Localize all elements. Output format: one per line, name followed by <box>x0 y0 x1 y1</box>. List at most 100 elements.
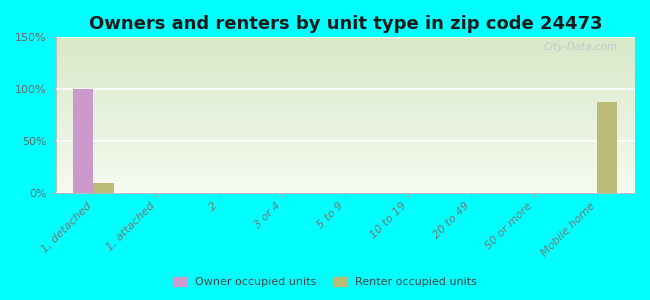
Bar <box>56 109 635 110</box>
Bar <box>56 177 635 178</box>
Bar <box>56 115 635 116</box>
Bar <box>56 105 635 106</box>
Bar <box>56 140 635 141</box>
Bar <box>56 113 635 114</box>
Bar <box>56 82 635 83</box>
Bar <box>56 166 635 167</box>
Bar <box>56 49 635 50</box>
Bar <box>56 151 635 152</box>
Bar <box>56 68 635 70</box>
Bar <box>56 81 635 82</box>
Bar <box>56 123 635 124</box>
Bar <box>56 163 635 164</box>
Bar <box>56 159 635 160</box>
Bar <box>56 101 635 102</box>
Bar <box>56 160 635 161</box>
Bar <box>56 129 635 130</box>
Bar <box>56 76 635 77</box>
Bar <box>56 117 635 119</box>
Bar <box>56 59 635 60</box>
Bar <box>56 97 635 98</box>
Bar <box>56 84 635 85</box>
Bar <box>56 183 635 184</box>
Bar <box>56 107 635 108</box>
Bar <box>56 142 635 143</box>
Bar <box>56 164 635 165</box>
Bar <box>56 156 635 157</box>
Bar <box>56 96 635 97</box>
Bar <box>56 131 635 132</box>
Bar <box>56 148 635 150</box>
Bar <box>56 65 635 67</box>
Bar <box>56 150 635 151</box>
Bar <box>56 121 635 122</box>
Bar <box>56 130 635 131</box>
Bar <box>56 122 635 123</box>
Bar <box>56 181 635 182</box>
Bar <box>56 116 635 117</box>
Bar <box>56 135 635 136</box>
Bar <box>56 189 635 190</box>
Bar <box>56 41 635 43</box>
Bar <box>56 180 635 181</box>
Bar <box>56 92 635 94</box>
Bar <box>56 75 635 76</box>
Bar <box>56 67 635 68</box>
Bar <box>56 56 635 57</box>
Bar <box>56 55 635 56</box>
Bar <box>56 186 635 187</box>
Bar <box>56 102 635 103</box>
Bar <box>56 54 635 55</box>
Bar <box>56 124 635 125</box>
Bar <box>56 137 635 138</box>
Bar <box>56 58 635 59</box>
Bar <box>56 47 635 48</box>
Bar <box>56 192 635 193</box>
Bar <box>56 79 635 80</box>
Bar <box>56 178 635 179</box>
Bar <box>56 52 635 53</box>
Bar <box>56 64 635 65</box>
Bar <box>56 155 635 156</box>
Bar <box>56 86 635 87</box>
Bar <box>56 85 635 86</box>
Legend: Owner occupied units, Renter occupied units: Owner occupied units, Renter occupied un… <box>168 272 482 291</box>
Text: City-Data.com: City-Data.com <box>543 42 618 52</box>
Bar <box>56 170 635 172</box>
Bar <box>56 103 635 104</box>
Bar <box>56 37 635 38</box>
Bar <box>56 87 635 88</box>
Bar <box>56 88 635 89</box>
Bar <box>56 51 635 52</box>
Bar <box>56 38 635 39</box>
Bar <box>56 90 635 92</box>
Bar <box>56 111 635 112</box>
Bar <box>56 125 635 126</box>
Bar <box>56 100 635 101</box>
Bar <box>56 127 635 128</box>
Bar <box>56 94 635 96</box>
Bar <box>56 187 635 188</box>
Bar <box>56 78 635 79</box>
Bar <box>56 190 635 191</box>
Bar <box>56 168 635 169</box>
Bar <box>56 83 635 84</box>
Bar <box>56 158 635 159</box>
Bar <box>56 99 635 100</box>
Bar <box>56 157 635 158</box>
Bar <box>56 179 635 180</box>
Bar <box>56 143 635 145</box>
Bar <box>56 74 635 75</box>
Bar <box>56 175 635 176</box>
Bar <box>56 63 635 64</box>
Bar <box>56 172 635 174</box>
Bar <box>56 136 635 137</box>
Bar <box>56 146 635 148</box>
Bar <box>56 128 635 129</box>
Bar <box>56 57 635 58</box>
Bar <box>56 50 635 51</box>
Bar <box>56 185 635 186</box>
Bar <box>56 73 635 74</box>
Bar <box>56 39 635 41</box>
Bar <box>56 89 635 90</box>
